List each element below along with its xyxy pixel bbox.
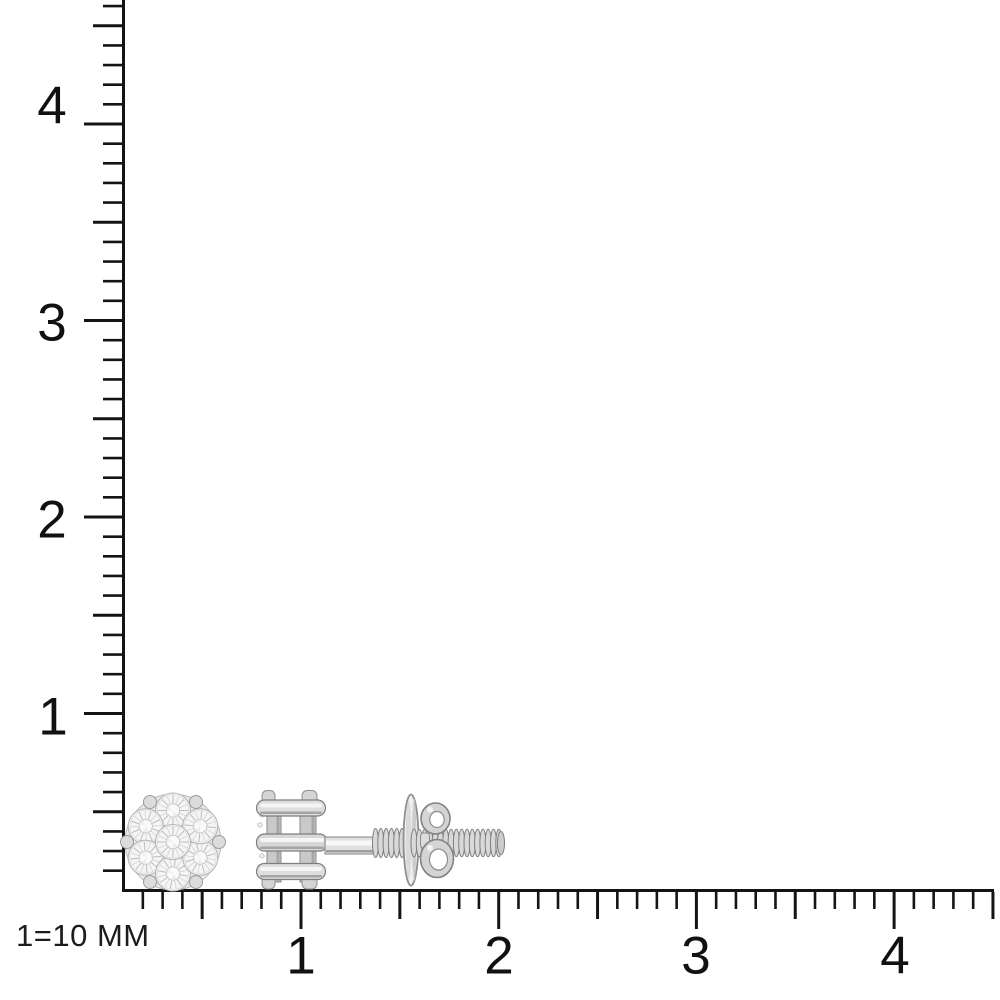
ruler-label: 3 [681, 927, 710, 986]
ruler-label: 4 [37, 77, 66, 136]
ruler-label: 1 [286, 927, 315, 986]
diamond-stone-center [155, 824, 191, 860]
thread-end-cap [497, 831, 505, 855]
butterfly-clutch [419, 802, 455, 879]
scale-note: 1=10 MM [16, 918, 150, 953]
cluster-stones [120, 792, 226, 895]
ruler-label: 3 [37, 294, 66, 353]
horizontal-ruler: 1 2 3 4 [122, 889, 995, 986]
ruler-label: 1 [38, 688, 67, 747]
cluster-prongs [120, 795, 226, 889]
stud-earring-side-view [255, 790, 505, 890]
stud-earring-front-view [120, 792, 226, 895]
screw-thread-right [410, 828, 505, 858]
ruler-label: 4 [880, 927, 909, 986]
vertical-ruler: 4 3 2 1 [37, 0, 125, 892]
basket-setting [255, 790, 329, 890]
ruler-label: 2 [37, 491, 66, 550]
ruler-label: 2 [484, 927, 513, 986]
ear-post [324, 836, 376, 855]
screw-thread-left [372, 828, 406, 858]
